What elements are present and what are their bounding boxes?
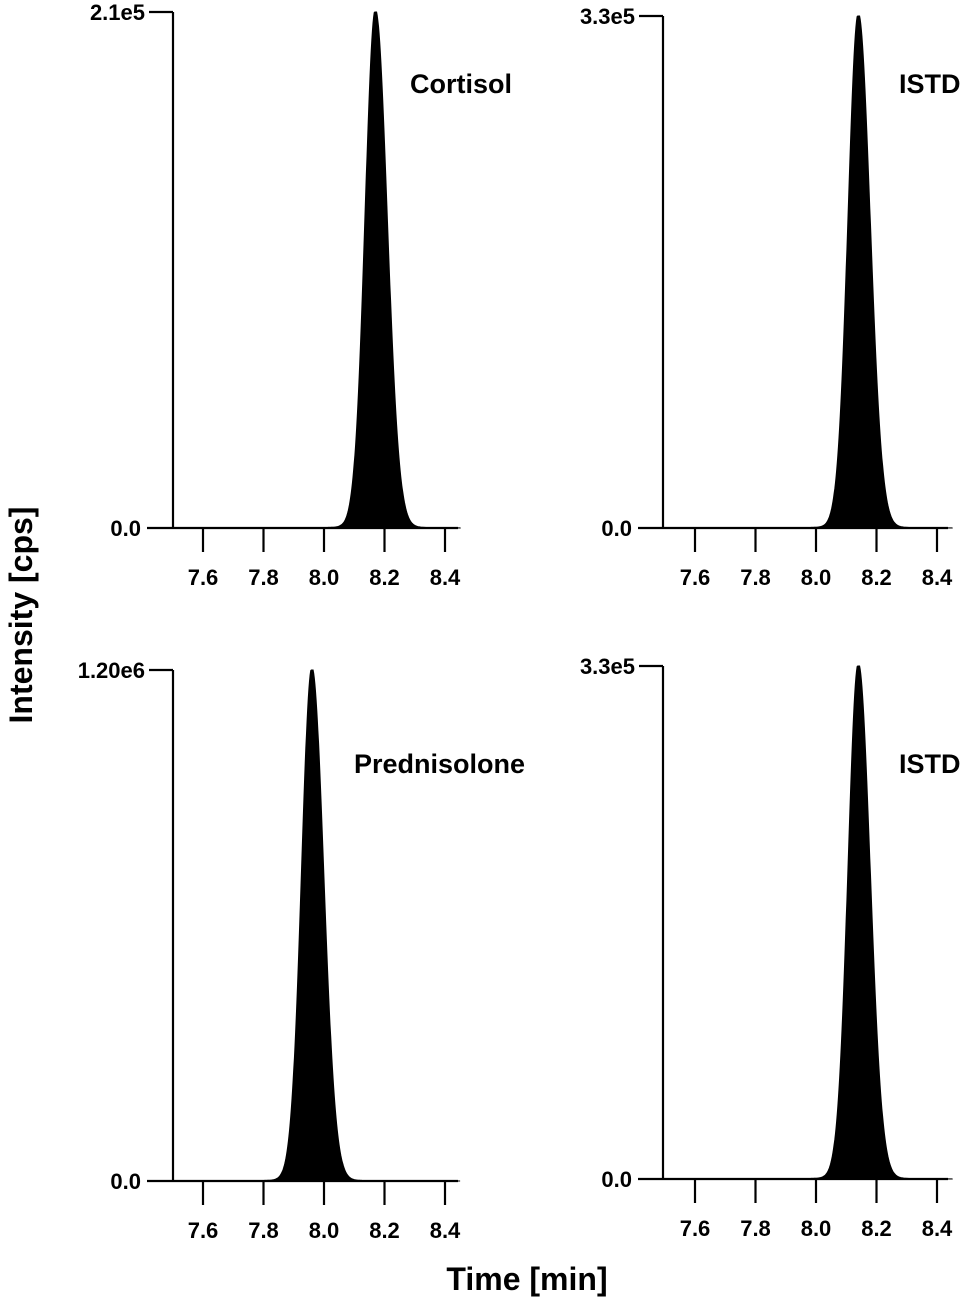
x-tick-label: 7.8: [740, 1216, 771, 1241]
x-tick-label: 7.6: [680, 565, 711, 590]
panel-label-istd: ISTD: [899, 749, 961, 779]
panel-label-prednisolone: Prednisolone: [354, 749, 525, 779]
y-min-label: 0.0: [601, 516, 632, 541]
x-tick-label: 8.2: [861, 565, 892, 590]
x-tick-label: 7.6: [188, 1218, 219, 1243]
x-tick-label: 7.8: [248, 1218, 279, 1243]
panel-cortisol: 2.1e5 0.0 7.6 7.8 8.0 8.2 8.4 Cortisol: [90, 0, 512, 590]
x-tick-label: 8.2: [369, 1218, 400, 1243]
istd-axes: [638, 14, 948, 552]
y-max-label: 3.3e5: [580, 654, 635, 679]
x-tick-label: 8.0: [801, 565, 832, 590]
x-axis-title: Time [min]: [446, 1261, 607, 1297]
y-min-label: 0.0: [601, 1167, 632, 1192]
panel-prednisolone: 1.20e6 0.0 7.6 7.8 8.0 8.2 8.4 Prednisol…: [78, 658, 525, 1243]
x-tick-label: 8.4: [922, 565, 953, 590]
x-tick-label: 7.8: [740, 565, 771, 590]
x-tick-label: 7.6: [680, 1216, 711, 1241]
y-max-label: 1.20e6: [78, 658, 145, 683]
x-tick-label: 8.0: [309, 1218, 340, 1243]
panel-label-cortisol: Cortisol: [410, 69, 512, 99]
x-tick-label: 7.6: [188, 565, 219, 590]
panel-label-istd: ISTD: [899, 69, 961, 99]
prednisolone-axes: [147, 668, 458, 1205]
istd-axes: [638, 664, 948, 1203]
cortisol-axes: [147, 10, 458, 552]
panel-istd-top: 3.3e5 0.0 7.6 7.8 8.0 8.2 8.4 ISTD: [580, 4, 961, 590]
y-min-label: 0.0: [110, 1169, 141, 1194]
y-max-label: 2.1e5: [90, 0, 145, 25]
istd-peak: [670, 665, 953, 1180]
panel-istd-bottom: 3.3e5 0.0 7.6 7.8 8.0 8.2 8.4 ISTD: [580, 654, 961, 1241]
x-tick-label: 8.4: [922, 1216, 953, 1241]
prednisolone-peak: [178, 669, 461, 1182]
x-tick-label: 8.0: [309, 565, 340, 590]
x-tick-label: 8.0: [801, 1216, 832, 1241]
y-axis-title: Intensity [cps]: [3, 507, 39, 724]
x-tick-label: 8.2: [369, 565, 400, 590]
x-tick-label: 8.2: [861, 1216, 892, 1241]
y-max-label: 3.3e5: [580, 4, 635, 29]
x-tick-label: 7.8: [248, 565, 279, 590]
x-tick-label: 8.4: [430, 1218, 461, 1243]
y-min-label: 0.0: [110, 516, 141, 541]
x-tick-label: 8.4: [430, 565, 461, 590]
